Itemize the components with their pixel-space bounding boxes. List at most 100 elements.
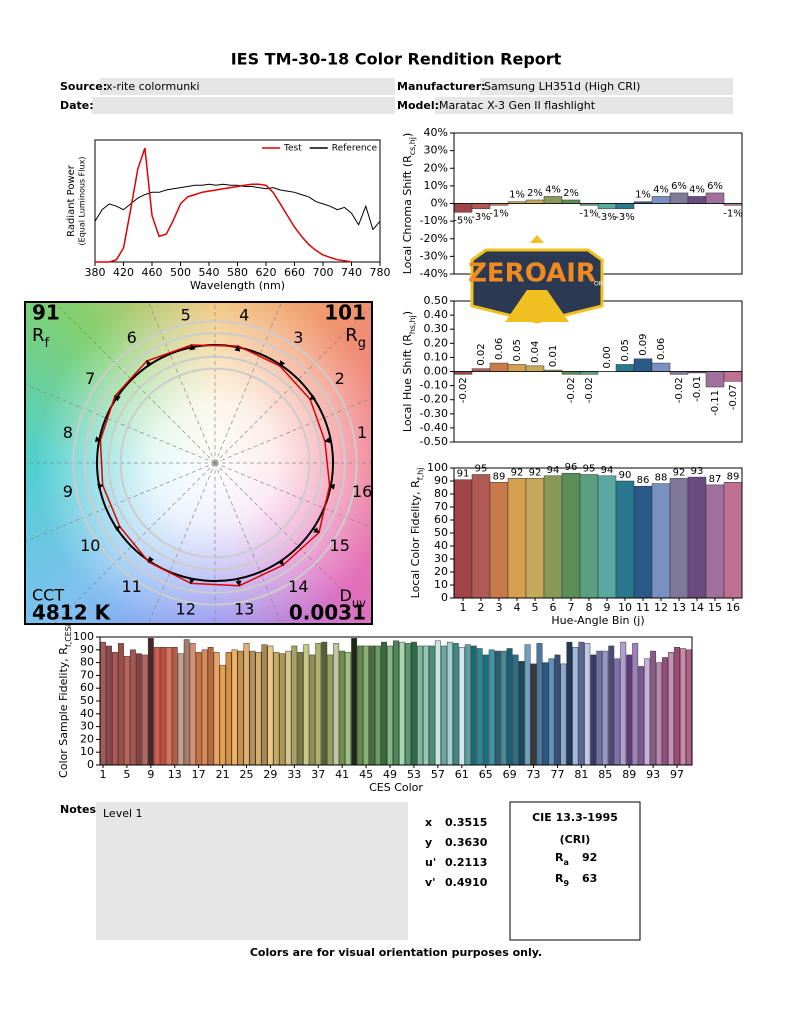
data-label: -0.02: [584, 377, 595, 403]
bar: [668, 652, 675, 766]
chroma-label: v': [425, 876, 436, 889]
shift-arrow: [146, 360, 153, 367]
bar: [507, 364, 527, 372]
r9-label: R9: [555, 872, 569, 888]
x-tick-label: 14: [690, 601, 704, 614]
shift-arrow: [309, 394, 316, 400]
data-label: 1%: [509, 190, 525, 201]
x-axis-label: Hue-Angle Bin (j): [551, 614, 644, 627]
y-tick-label: 50: [434, 526, 448, 539]
bar: [147, 638, 154, 766]
bar: [489, 482, 509, 599]
data-label: 92: [529, 467, 542, 478]
x-tick-label: 13: [672, 601, 686, 614]
bar: [453, 371, 473, 375]
bar: [561, 472, 581, 599]
data-label: 92: [673, 467, 686, 478]
rg-label-main: R: [345, 325, 358, 346]
bar: [506, 648, 513, 766]
bar: [141, 654, 148, 766]
y-tick-label: 0.40: [424, 308, 449, 321]
bar: [548, 658, 555, 766]
bar: [723, 482, 743, 599]
field-label: Model:: [397, 99, 439, 112]
data-label: 4%: [689, 184, 705, 195]
x-tick-label: 89: [622, 768, 636, 781]
bar: [375, 645, 382, 766]
bar: [633, 358, 653, 372]
r9-sub: 9: [563, 879, 569, 888]
y-tick-label: 20%: [424, 161, 448, 174]
bar: [381, 641, 387, 766]
bar: [561, 371, 581, 375]
x-tick-label: 81: [574, 768, 588, 781]
y-tick-label: 20: [434, 565, 448, 578]
bar: [650, 650, 657, 766]
bar: [566, 641, 573, 766]
field-box: [100, 78, 395, 95]
y-tick-label: -0.10: [420, 379, 448, 392]
y-tick-label: 90: [80, 643, 94, 656]
bar: [297, 652, 304, 766]
y-axis-label-sub: f,hj: [416, 468, 425, 481]
y-axis-label: Local Color Fidelity, Rf,hj: [409, 468, 425, 599]
x-tick-label: 540: [199, 266, 220, 279]
bar: [201, 649, 208, 766]
chroma-label: u': [425, 856, 436, 869]
rg-label: Rg: [345, 325, 366, 351]
x-tick-label: 6: [550, 601, 557, 614]
bar: [237, 650, 244, 766]
data-label: -1%: [579, 208, 598, 219]
bin-label: 1: [357, 423, 367, 442]
bar: [488, 649, 495, 766]
data-label: -1%: [723, 208, 742, 219]
data-label: 0.09: [638, 334, 649, 356]
duv-label-sub: uv: [352, 596, 366, 610]
watermark-road: [505, 290, 569, 322]
data-label: 88: [655, 473, 668, 484]
bar: [669, 478, 689, 599]
cri-subtitle: (CRI): [560, 833, 591, 846]
y-tick-label: 80: [80, 656, 94, 669]
ring: [107, 355, 323, 571]
bar: [536, 643, 543, 766]
y-tick-label: 80: [434, 487, 448, 500]
bar: [231, 649, 238, 766]
data-label: 4%: [653, 184, 669, 195]
x-tick-label: 4: [514, 601, 521, 614]
field-label: Source:: [60, 80, 107, 93]
y-tick-label: 0%: [431, 197, 448, 210]
x-tick-label: 780: [370, 266, 391, 279]
bar: [177, 653, 184, 766]
bar: [608, 645, 615, 766]
bar: [159, 646, 166, 766]
bin-label: 15: [330, 536, 350, 555]
y-tick-label: 100: [73, 630, 94, 643]
bar: [309, 654, 316, 766]
bar: [399, 641, 405, 766]
x-tick-label: 1: [99, 768, 106, 781]
watermark-badge: [470, 248, 604, 324]
data-label: -0.02: [458, 377, 469, 403]
x-tick-label: 49: [383, 768, 397, 781]
x-axis-label: CES Color: [369, 781, 423, 794]
x-tick-label: 37: [311, 768, 325, 781]
data-label: 0.05: [620, 339, 631, 361]
bar: [327, 654, 334, 766]
y-tick-label: 60: [434, 513, 448, 526]
field-box: [92, 97, 395, 114]
bar: [440, 645, 447, 766]
cct-label: CCT: [32, 586, 64, 605]
cri-title: CIE 13.3-1995: [532, 811, 618, 824]
bar: [596, 650, 603, 766]
bin-label: 14: [288, 577, 308, 596]
r9-value: 63: [582, 872, 597, 885]
bar: [543, 196, 563, 204]
bar: [279, 653, 286, 766]
bar: [687, 196, 707, 204]
y-axis-label-sub: hs,hj: [408, 315, 417, 334]
field-value: Maratac X-3 Gen II flashlight: [439, 99, 596, 112]
y-axis-label: Color Sample Fidelity, Rf,CESi: [57, 624, 73, 778]
x-tick-label: 12: [654, 601, 668, 614]
